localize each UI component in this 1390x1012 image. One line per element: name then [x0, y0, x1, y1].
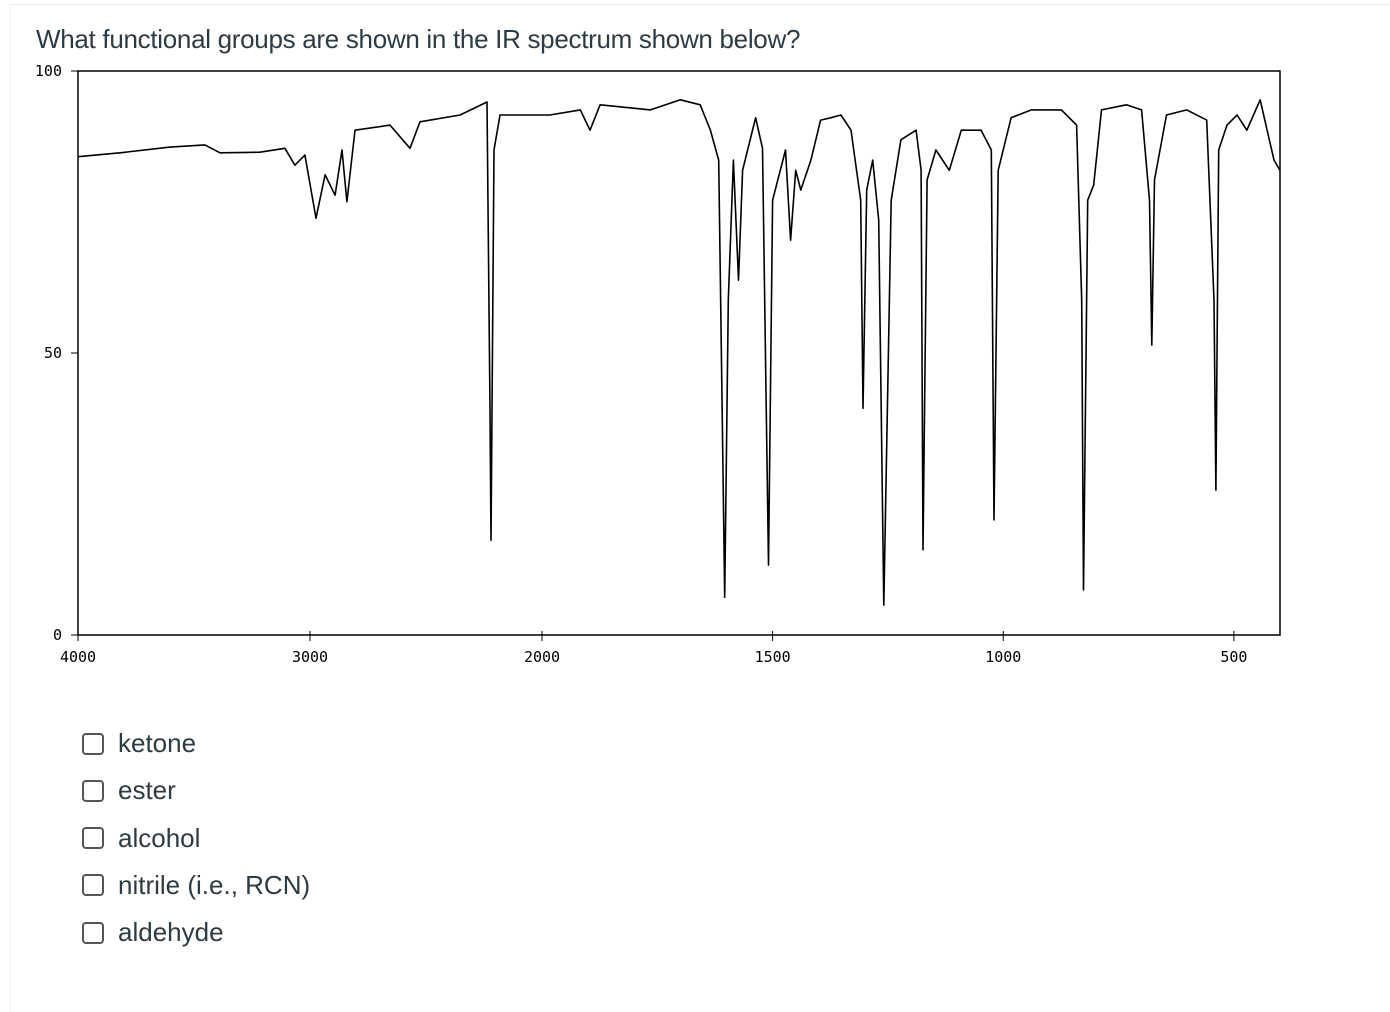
x-tick-label: 500	[1220, 648, 1247, 666]
chart: 0 50 100 4000 3000 2000 1500 1000 500	[35, 62, 1281, 666]
question: What functional groups are shown in the …	[36, 24, 801, 54]
option-label[interactable]: alcohol	[118, 822, 201, 853]
x-tick-label: 1500	[755, 648, 791, 666]
x-tick-label: 4000	[60, 648, 96, 666]
option[interactable]: alcohol	[82, 823, 200, 854]
checkbox[interactable]	[82, 732, 104, 755]
option[interactable]: ester	[82, 775, 176, 806]
y-tick-label: 50	[44, 344, 62, 362]
checkbox[interactable]	[82, 874, 104, 897]
option-label[interactable]: ester	[118, 775, 176, 806]
x-tick-label: 1000	[985, 648, 1021, 666]
x-tick-label: 2000	[524, 648, 560, 666]
option[interactable]: aldehyde	[82, 917, 224, 948]
option[interactable]: nitrile (i.e., RCN)	[82, 870, 310, 901]
y-tick-label: 0	[53, 626, 62, 644]
x-tick-label: 3000	[292, 648, 328, 666]
option-label[interactable]: ketone	[118, 728, 197, 758]
top-border	[10, 4, 1390, 5]
left-border	[10, 4, 11, 1012]
checkbox[interactable]	[82, 827, 104, 850]
y-tick-label: 100	[35, 62, 62, 80]
option-label[interactable]: aldehyde	[118, 917, 224, 948]
checkbox[interactable]	[82, 921, 104, 944]
plot-frame	[77, 70, 1281, 636]
spectrum-line	[77, 99, 1281, 606]
option[interactable]: ketone	[82, 728, 196, 759]
option-label[interactable]: nitrile (i.e., RCN)	[118, 869, 311, 900]
checkbox[interactable]	[82, 779, 104, 802]
